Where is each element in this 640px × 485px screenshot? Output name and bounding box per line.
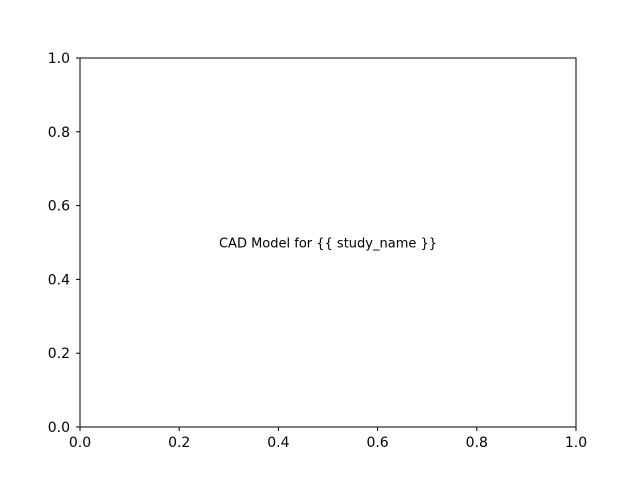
x-tick-label: 1.0 (565, 435, 587, 451)
y-tick-label: 0.4 (48, 272, 70, 288)
y-tick-label: 0.2 (48, 346, 70, 362)
y-axis-ticks: 0.0 0.2 0.4 0.6 0.8 1.0 (48, 51, 80, 436)
y-tick-label: 1.0 (48, 51, 70, 67)
x-tick-label: 0.8 (466, 435, 488, 451)
x-axis-ticks: 0.0 0.2 0.4 0.6 0.8 1.0 (69, 427, 587, 451)
plot-frame (79, 57, 577, 428)
x-tick-label: 0.4 (267, 435, 289, 451)
y-tick-label: 0.6 (48, 199, 70, 215)
y-tick-label: 0.0 (48, 420, 70, 436)
x-tick-label: 0.0 (69, 435, 91, 451)
chart-annotations: CAD Model for {{ study_name }} (219, 237, 437, 252)
x-tick-label: 0.2 (168, 435, 190, 451)
annotation-text: CAD Model for {{ study_name }} (219, 237, 437, 252)
y-tick-label: 0.8 (48, 125, 70, 141)
x-tick-label: 0.6 (366, 435, 388, 451)
plot-area (80, 58, 576, 427)
